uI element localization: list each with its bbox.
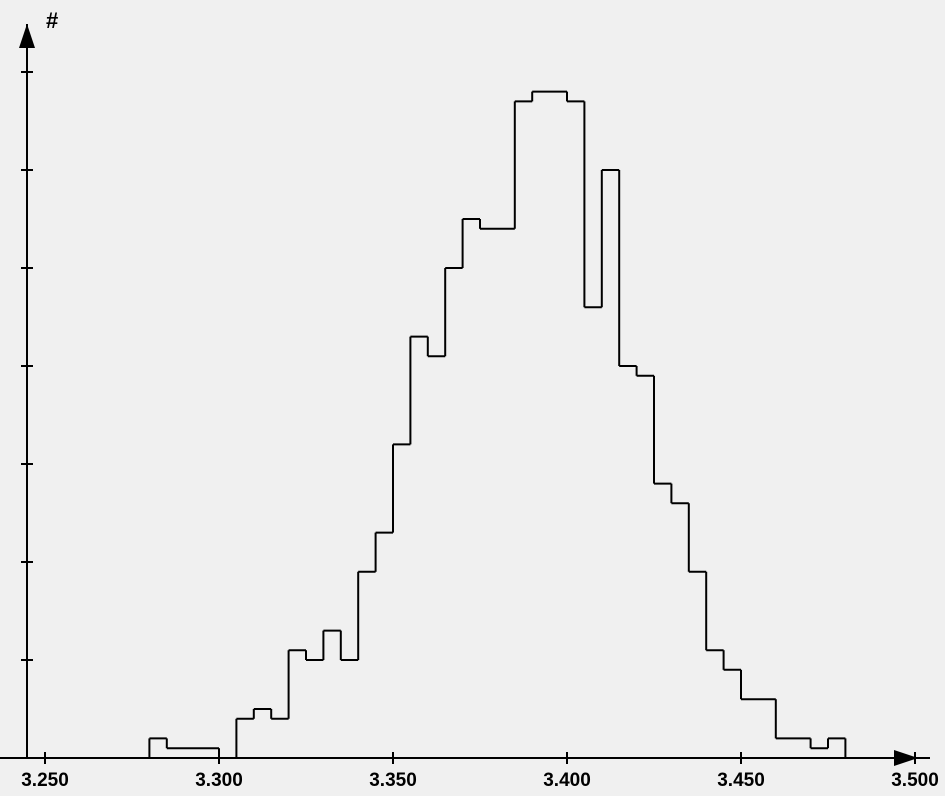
histogram-bin <box>513 100 533 229</box>
histogram-bin <box>670 483 689 505</box>
histogram-bin <box>479 219 515 230</box>
histogram-bin <box>252 708 272 719</box>
histogram-bin <box>374 531 393 572</box>
histogram-bin <box>322 629 341 660</box>
histogram-bin <box>409 335 428 445</box>
histogram-bin <box>218 748 237 759</box>
histogram-bin <box>148 737 167 758</box>
histogram-bin <box>305 650 324 661</box>
x-tick-label: 3.350 <box>369 770 417 791</box>
histogram-bin <box>392 443 411 533</box>
x-tick-label: 3.250 <box>21 770 69 791</box>
histogram-bins <box>148 90 847 759</box>
histogram-bin <box>653 375 672 485</box>
histogram-bin <box>722 650 741 671</box>
histogram-bin <box>444 267 463 357</box>
histogram-bin <box>566 91 585 103</box>
histogram-bin <box>357 570 376 660</box>
histogram-bin <box>287 649 306 719</box>
y-axis-arrow-icon <box>19 24 35 48</box>
histogram-bin <box>809 738 828 750</box>
histogram-bin <box>583 101 602 309</box>
histogram-bin <box>687 503 707 573</box>
histogram-bin <box>740 669 776 701</box>
histogram-bin <box>461 218 480 268</box>
histogram-bin <box>600 169 620 308</box>
histogram-bin <box>339 630 359 661</box>
histogram-bin <box>774 699 811 740</box>
x-tick-label: 3.450 <box>717 770 765 791</box>
x-tick-label: 3.500 <box>891 770 939 791</box>
x-tick-label: 3.400 <box>543 770 591 791</box>
histogram-bin <box>235 717 254 758</box>
axes: # <box>0 8 930 766</box>
histogram-bin <box>618 170 637 367</box>
y-tick-group <box>21 71 33 661</box>
histogram-bin <box>426 336 446 358</box>
x-tick-label: 3.300 <box>195 770 243 791</box>
histogram-bin <box>827 737 847 758</box>
histogram-bin <box>635 366 654 377</box>
histogram-bin <box>270 709 289 720</box>
x-axis-arrow-icon <box>894 750 918 766</box>
y-axis-label: # <box>46 8 58 33</box>
histogram-bin <box>531 90 567 102</box>
histogram-bin <box>705 571 724 652</box>
x-tick-group: 3.250 3.300 3.350 3.400 3.450 3.500 <box>21 752 939 791</box>
histogram-bin <box>165 738 219 750</box>
